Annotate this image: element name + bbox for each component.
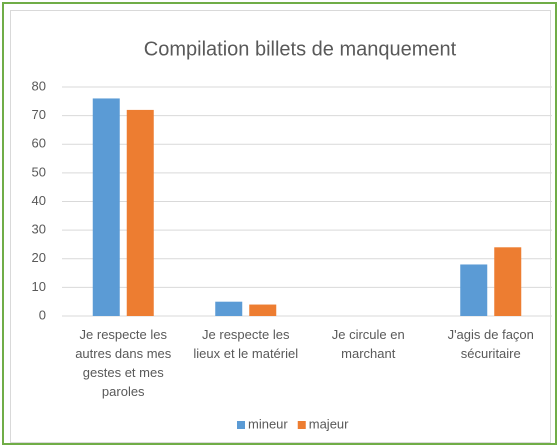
bar xyxy=(92,98,120,316)
y-tick-label: 60 xyxy=(32,136,46,151)
y-tick-label: 20 xyxy=(32,250,46,265)
chart-title: Compilation billets de manquement xyxy=(144,38,457,60)
y-tick-label: 0 xyxy=(39,307,46,322)
bar xyxy=(126,109,154,317)
x-tick-label: Je circule en marchant xyxy=(331,327,405,361)
bar xyxy=(460,264,488,316)
bar xyxy=(494,247,522,316)
y-tick-label: 50 xyxy=(32,164,46,179)
x-tick-label: Je respecte les lieux et le matériel xyxy=(193,327,299,361)
x-tick-label: J'agis de façon sécuritaire xyxy=(447,327,534,361)
legend-swatch xyxy=(237,421,245,429)
y-tick-label: 70 xyxy=(32,107,46,122)
bar xyxy=(215,301,243,316)
y-tick-label: 80 xyxy=(32,78,46,93)
y-tick-label: 10 xyxy=(32,279,46,294)
chart-border xyxy=(10,10,551,443)
legend-label: mineur xyxy=(248,416,288,431)
legend-label: majeur xyxy=(309,416,349,431)
y-tick-label: 30 xyxy=(32,222,46,237)
y-tick-label: 40 xyxy=(32,193,46,208)
x-tick-label: Je respecte les autres dans mes gestes e… xyxy=(75,327,172,399)
bar xyxy=(249,304,277,316)
legend-swatch xyxy=(297,421,306,429)
